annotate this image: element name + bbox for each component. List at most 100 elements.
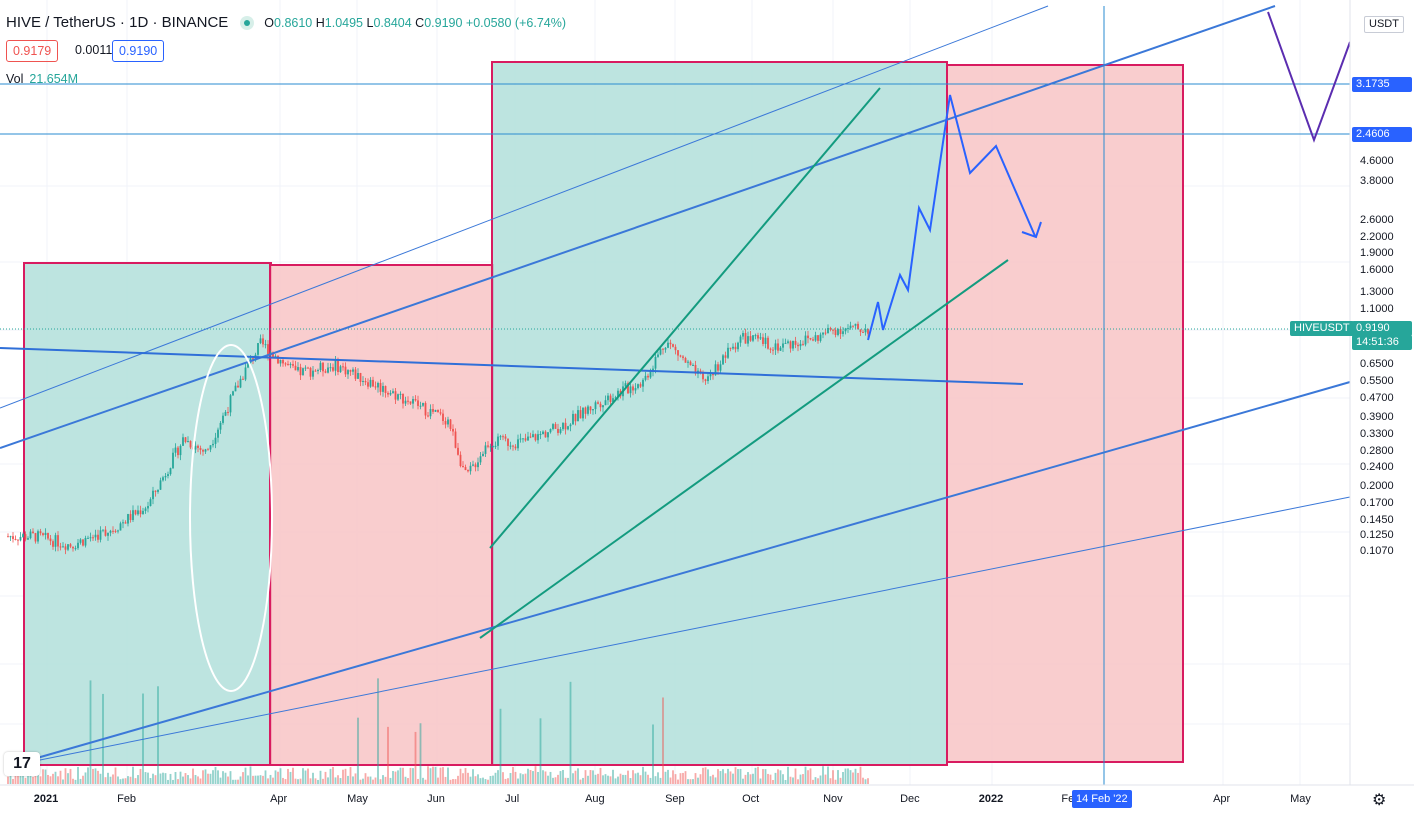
volume-bar	[829, 778, 832, 784]
candle-body	[377, 382, 379, 388]
volume-bar	[289, 771, 292, 784]
volume-bar	[782, 774, 784, 784]
volume-bar	[804, 766, 807, 784]
volume-bar	[487, 779, 489, 784]
volume-bar	[774, 772, 777, 784]
candle-body	[272, 352, 274, 357]
candle-body	[864, 328, 867, 333]
time-axis-tick: Aug	[585, 793, 605, 805]
volume-bar	[657, 772, 659, 784]
volume-bar	[87, 767, 89, 784]
volume-bar	[82, 775, 84, 784]
volume-bar	[162, 772, 164, 784]
time-axis-tick: Jul	[505, 793, 520, 805]
candle-body	[147, 506, 149, 509]
candle-body	[762, 337, 764, 344]
time-axis-tick: Sep	[665, 793, 685, 805]
symbol-title[interactable]: HIVE / TetherUS · 1D · BINANCE	[6, 14, 229, 31]
candle-body	[774, 343, 777, 350]
volume-bar	[449, 779, 452, 784]
sell-price-button[interactable]: 0.9179	[6, 40, 59, 62]
candle-body	[582, 407, 584, 419]
volume-bar	[727, 768, 729, 784]
candle-body	[724, 355, 727, 358]
candle-body	[599, 403, 602, 408]
candle-body	[169, 468, 172, 475]
volume-bar	[797, 779, 799, 784]
candle-body	[409, 401, 412, 404]
volume-bar	[532, 771, 534, 784]
volume-bar	[827, 766, 829, 784]
candle-body	[602, 405, 604, 408]
price-axis-tick: 0.2400	[1360, 461, 1394, 474]
candle-body	[179, 445, 182, 456]
volume-bar	[519, 773, 522, 784]
tradingview-logo-icon[interactable]: 17	[4, 752, 40, 776]
volume-bar	[599, 767, 602, 784]
volume-bar	[159, 773, 162, 784]
price-axis-tick: 0.6500	[1360, 357, 1394, 370]
currency-label: USDT	[1364, 16, 1404, 33]
candle-body	[139, 510, 142, 515]
candle-body	[324, 371, 327, 373]
volume-bar	[509, 773, 512, 784]
forecast-arrowhead	[1021, 221, 1042, 239]
candle-body	[127, 514, 129, 524]
candle-body	[174, 447, 177, 453]
candle-body	[149, 499, 152, 507]
volume-bar	[192, 768, 194, 784]
candle-body	[387, 392, 389, 395]
volume-bar	[452, 779, 454, 784]
candle-body	[314, 370, 317, 372]
volume-bar	[29, 771, 32, 784]
volume-bar	[737, 769, 739, 784]
candle-body	[682, 356, 684, 358]
volume-bar	[72, 778, 74, 784]
candle-body	[334, 359, 337, 371]
volume-bar	[854, 768, 857, 784]
candle-body	[604, 400, 607, 406]
last-price-badge: 0.9190	[1352, 321, 1412, 336]
candle-body	[109, 530, 112, 533]
candle-body	[449, 419, 452, 429]
candle-body	[452, 428, 454, 432]
candle-body	[9, 536, 12, 538]
symbol-badge: HIVEUSDT	[1290, 321, 1354, 336]
volume-bar	[9, 771, 12, 784]
gear-icon[interactable]: ⚙	[1372, 792, 1387, 809]
candle-body	[142, 510, 144, 515]
time-axis-tick: 2021	[33, 793, 59, 805]
candle-body	[737, 342, 739, 350]
volume-bar	[264, 770, 267, 784]
volume-bar	[369, 776, 372, 784]
candle-body	[257, 343, 259, 355]
candle-body	[522, 438, 524, 440]
volume-bar	[77, 766, 79, 784]
candle-body	[152, 490, 154, 500]
volume-bar	[124, 778, 127, 784]
volume-bar	[299, 778, 302, 784]
volume-bar	[219, 777, 222, 784]
candle-body	[99, 530, 102, 540]
volume-bar	[44, 769, 47, 784]
candle-body	[397, 394, 399, 400]
candle-body	[844, 328, 847, 332]
candle-body	[209, 445, 212, 450]
candle-body	[332, 367, 334, 371]
highlight-ellipse	[189, 344, 273, 692]
candle-body	[577, 410, 579, 422]
candle-body	[429, 408, 432, 417]
candle-body	[504, 436, 507, 439]
buy-price-button[interactable]: 0.9190	[112, 40, 165, 62]
time-axis-tick: Apr	[1213, 793, 1231, 805]
volume-bar	[99, 773, 102, 784]
channel-top-thin	[0, 5, 1049, 409]
volume-bar	[107, 772, 109, 784]
candle-body	[757, 335, 759, 339]
candle-body	[462, 466, 464, 468]
volume-bar	[169, 773, 172, 784]
volume-bar	[607, 775, 609, 784]
candle-body	[217, 429, 219, 438]
volume-bar	[562, 769, 564, 784]
